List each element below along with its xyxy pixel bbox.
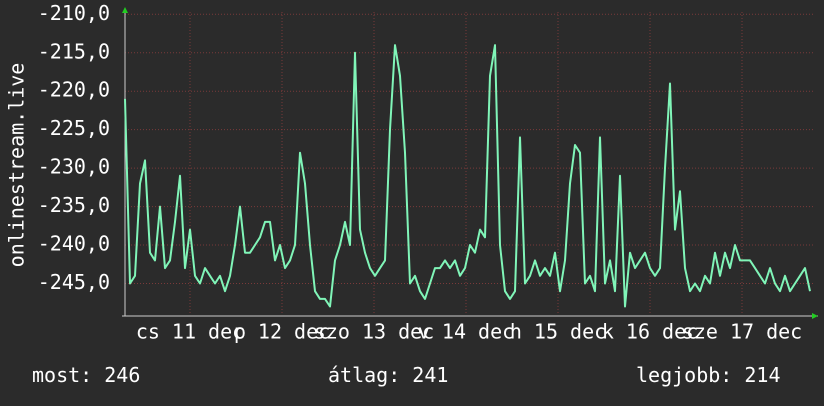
x-tick-label: sze 17 dec [682, 320, 802, 344]
y-tick-label: -225,0 [38, 116, 110, 140]
plot [124, 44, 811, 308]
series-line [124, 44, 811, 308]
y-tick-label: -210,0 [38, 1, 110, 25]
stat-current: most: 246 [32, 363, 140, 387]
x-tick-label: v 14 dec [418, 320, 514, 344]
y-tick-label: -245,0 [38, 270, 110, 294]
y-arrow [122, 7, 128, 13]
x-tick-label: p 12 dec [234, 320, 330, 344]
stat-best: legjobb: 214 [636, 363, 781, 387]
y-tick-label: -240,0 [38, 232, 110, 256]
y-tick-label: -235,0 [38, 193, 110, 217]
x-tick-label: k 16 dec [602, 320, 698, 344]
grid [125, 12, 815, 315]
stat-average: átlag: 241 [328, 363, 448, 387]
y-tick-label: -220,0 [38, 78, 110, 102]
y-tick-label: -230,0 [38, 155, 110, 179]
y-axis-title: onlinestream.live [5, 63, 29, 268]
x-tick-label: szo 13 dec [314, 320, 434, 344]
x-tick-label: cs 11 dec [136, 320, 244, 344]
y-tick-label: -215,0 [38, 39, 110, 63]
x-arrow [812, 313, 818, 319]
x-tick-label: h 15 dec [510, 320, 606, 344]
